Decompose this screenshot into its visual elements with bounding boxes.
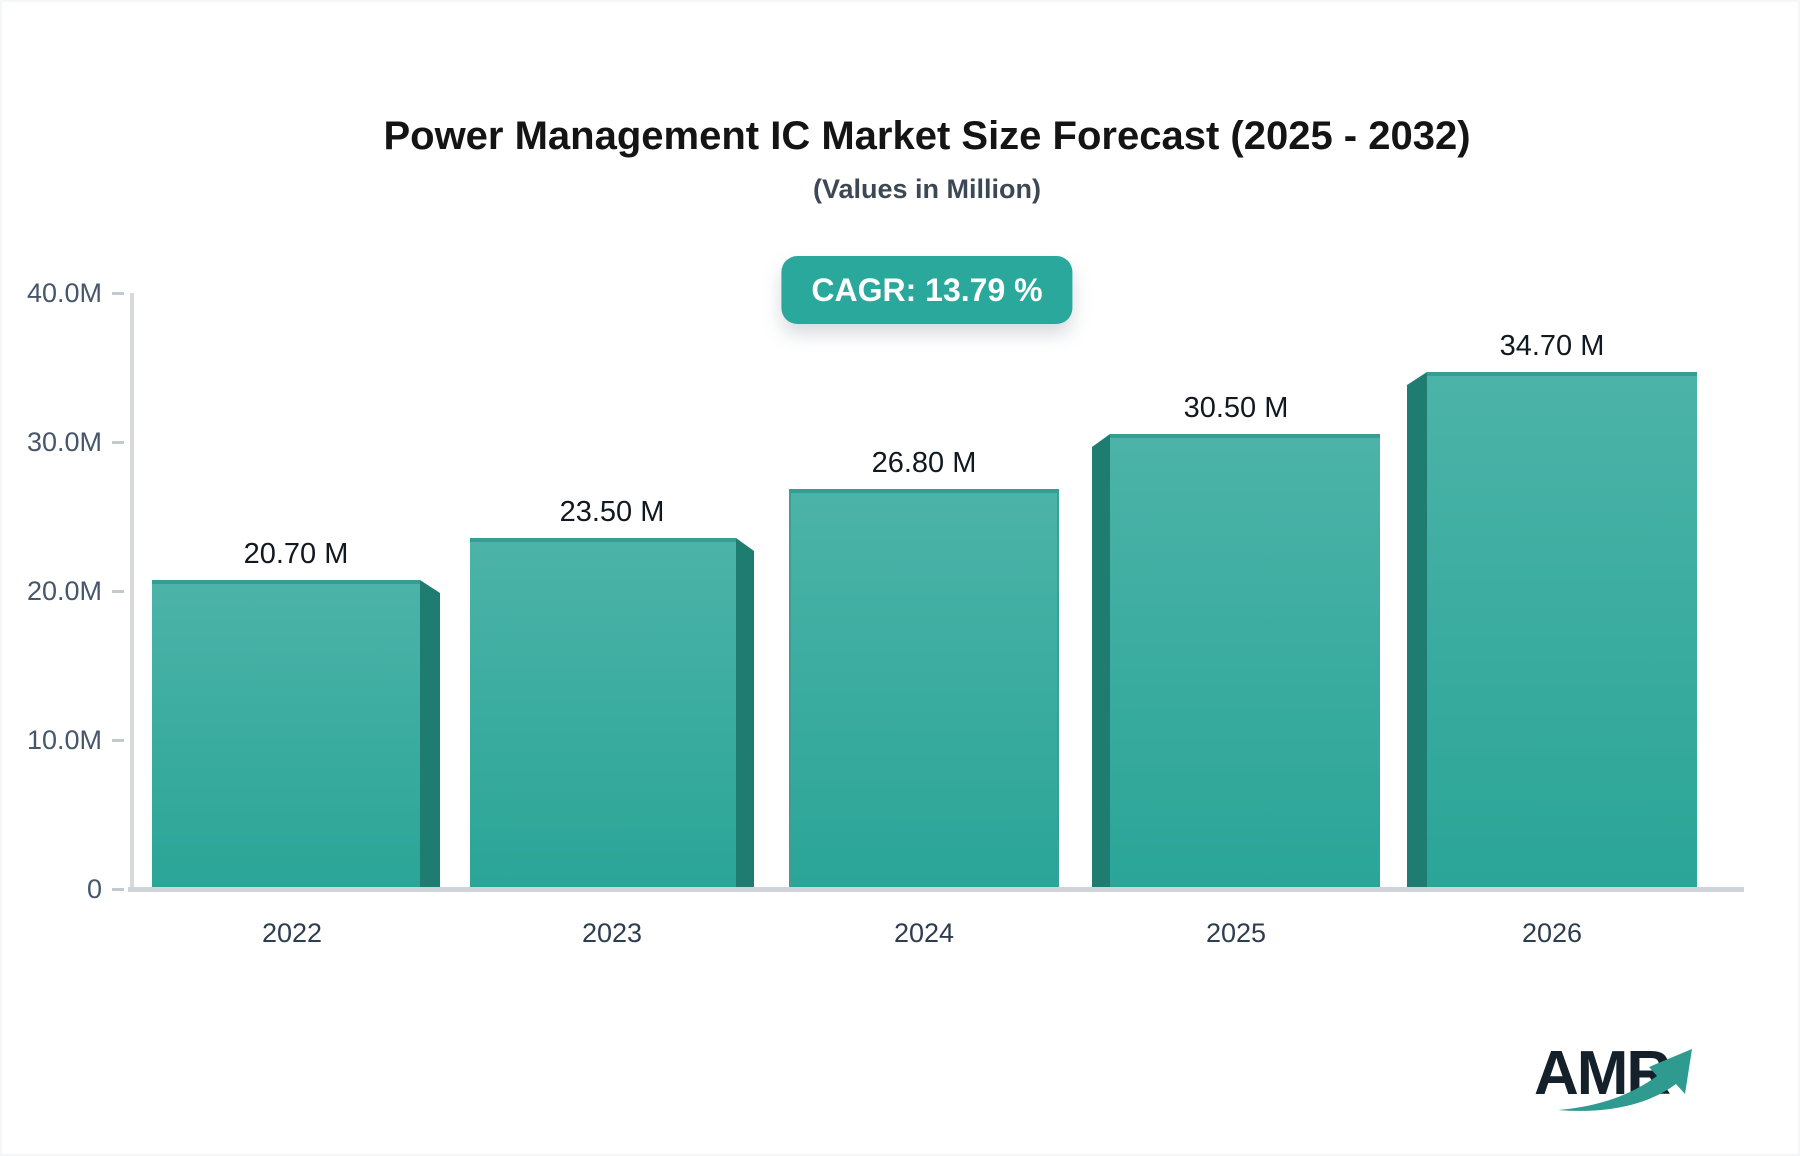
bar-value-label-2026: 34.70 M <box>1499 330 1605 362</box>
x-tick-label-2025: 2025 <box>1205 918 1267 948</box>
x-tick-label-2024: 2024 <box>893 918 955 948</box>
x-tick-label-2026: 2026 <box>1521 918 1583 948</box>
amr-logo: AMR <box>1534 1038 1714 1118</box>
y-tick-mark <box>112 441 124 444</box>
bar-body-2022 <box>152 580 420 887</box>
chart-title: Power Management IC Market Size Forecast… <box>383 114 1471 158</box>
y-tick-label-30m: 30.0M <box>26 427 102 457</box>
x-tick-label-2022: 2022 <box>261 918 323 948</box>
bar-body-2026 <box>1427 372 1697 887</box>
y-tick-mark <box>112 739 124 742</box>
bar-side-face-2026 <box>1407 372 1427 887</box>
chart-subtitle: (Values in Million) <box>812 174 1042 204</box>
y-tick-label-20m: 20.0M <box>26 576 102 606</box>
bar-body-2025 <box>1110 434 1380 887</box>
y-tick-mark <box>112 292 124 295</box>
y-tick-label-0: 0 <box>86 874 102 904</box>
bar-value-label-2024: 26.80 M <box>871 447 977 479</box>
trending-up-arrow-icon <box>1558 1049 1692 1111</box>
bar-value-label-2025: 30.50 M <box>1183 392 1289 424</box>
bar-value-label-2023: 23.50 M <box>559 496 665 528</box>
bar-body-2024 <box>789 489 1059 887</box>
bar-body-2023 <box>470 538 736 887</box>
y-tick-label-10m: 10.0M <box>26 725 102 755</box>
y-axis-line <box>130 293 134 887</box>
bar-value-label-2022: 20.70 M <box>243 538 349 570</box>
cagr-badge: CAGR: 13.79 % <box>781 256 1073 324</box>
bar-side-face-2025 <box>1092 434 1110 887</box>
x-axis-baseline <box>128 887 1744 892</box>
x-tick-label-2023: 2023 <box>581 918 643 948</box>
y-tick-mark <box>112 590 124 593</box>
bar-side-face-2023 <box>736 538 754 887</box>
y-tick-label-40m: 40.0M <box>26 278 102 308</box>
y-tick-mark <box>112 888 124 891</box>
bar-side-face-2022 <box>420 580 440 887</box>
